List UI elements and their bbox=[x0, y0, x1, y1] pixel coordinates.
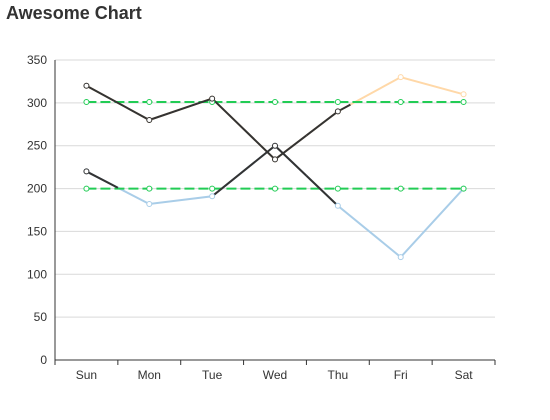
data-point bbox=[272, 185, 278, 192]
data-point bbox=[146, 99, 153, 105]
data-point bbox=[397, 254, 404, 261]
data-point bbox=[334, 99, 341, 105]
chart-title: Awesome Chart bbox=[6, 3, 142, 23]
data-point bbox=[397, 74, 404, 81]
y-tick-label: 50 bbox=[34, 310, 48, 324]
data-point bbox=[397, 99, 404, 105]
y-tick-label: 250 bbox=[27, 139, 47, 153]
data-point bbox=[146, 201, 153, 207]
highlight-segment bbox=[305, 103, 351, 137]
x-tick-label: Sat bbox=[455, 368, 474, 382]
data-point bbox=[334, 185, 341, 192]
data-point bbox=[460, 99, 467, 105]
data-point bbox=[83, 185, 90, 192]
y-tick-label: 150 bbox=[27, 224, 47, 238]
y-tick-label: 200 bbox=[27, 182, 47, 196]
highlight-point bbox=[272, 142, 278, 149]
highlight-point bbox=[272, 156, 278, 163]
highlight-segment bbox=[85, 170, 119, 189]
highlight-segment bbox=[211, 97, 308, 161]
x-tick-label: Tue bbox=[202, 368, 223, 382]
x-tick-label: Thu bbox=[328, 368, 349, 382]
x-tick-label: Fri bbox=[394, 368, 408, 382]
data-point bbox=[460, 91, 467, 98]
y-tick-label: 350 bbox=[27, 53, 47, 67]
highlight-point bbox=[334, 108, 341, 115]
x-tick-label: Sun bbox=[76, 368, 97, 382]
y-tick-label: 300 bbox=[27, 96, 47, 110]
highlight-point bbox=[146, 117, 153, 123]
data-point bbox=[146, 185, 153, 192]
highlight-point bbox=[83, 82, 90, 89]
y-tick-label: 0 bbox=[40, 353, 47, 367]
data-point bbox=[334, 202, 341, 209]
data-point bbox=[209, 193, 216, 200]
data-point bbox=[272, 99, 278, 105]
highlight-point bbox=[83, 168, 90, 175]
data-point bbox=[209, 185, 216, 192]
data-point bbox=[460, 185, 467, 192]
x-tick-label: Wed bbox=[263, 368, 287, 382]
series-points bbox=[83, 74, 467, 261]
data-point bbox=[83, 99, 90, 105]
axes: 0 50 100 150 200 250 300 350 Sun Mon Tue Wed Thu Fri S… bbox=[27, 53, 496, 382]
highlight-segment bbox=[305, 174, 339, 207]
data-point bbox=[397, 185, 404, 192]
x-tick-label: Mon bbox=[138, 368, 161, 382]
y-tick-label: 100 bbox=[27, 267, 47, 281]
highlight-point bbox=[209, 95, 216, 102]
